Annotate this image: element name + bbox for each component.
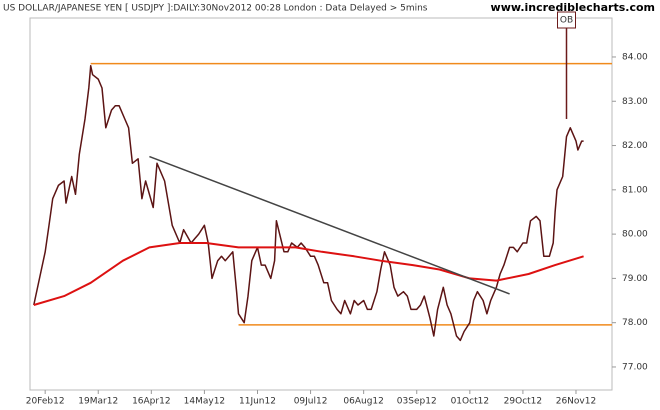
x-tick-label: 29Oct12 <box>504 397 542 407</box>
x-tick-label: 26Nov12 <box>556 397 596 407</box>
x-tick-label: 16Apr12 <box>132 397 170 407</box>
x-tick-label: 19Mar12 <box>78 397 118 407</box>
y-tick-label: 81.00 <box>622 185 648 195</box>
y-tick-label: 80.00 <box>622 230 648 240</box>
y-tick-label: 84.00 <box>622 52 648 62</box>
x-tick-label: 20Feb12 <box>26 397 65 407</box>
moving-average <box>33 242 584 306</box>
y-tick-label: 78.00 <box>622 318 648 328</box>
plot-frame <box>29 17 613 391</box>
x-tick-label: 03Sep12 <box>397 397 437 407</box>
x-tick-label: 06Aug12 <box>343 397 383 407</box>
watermark: www.incrediblecharts.com <box>491 1 655 14</box>
price-line <box>33 65 584 342</box>
y-tick-label: 82.00 <box>622 141 648 151</box>
y-tick-label: 79.00 <box>622 274 648 284</box>
y-tick-label: 83.00 <box>622 97 648 107</box>
trend-line <box>149 155 510 295</box>
annotation-box <box>557 11 577 29</box>
x-tick-label: 01Oct12 <box>451 397 489 407</box>
x-tick-label: 11Jun12 <box>239 397 276 407</box>
x-tick-label: 14May12 <box>184 397 226 407</box>
annotation-label: OB <box>560 16 573 26</box>
chart-title: US DOLLAR/JAPANESE YEN [ USDJPY ]:DAILY:… <box>3 4 428 14</box>
x-tick-label: 09Jul12 <box>294 397 328 407</box>
y-tick-label: 77.00 <box>622 362 648 372</box>
